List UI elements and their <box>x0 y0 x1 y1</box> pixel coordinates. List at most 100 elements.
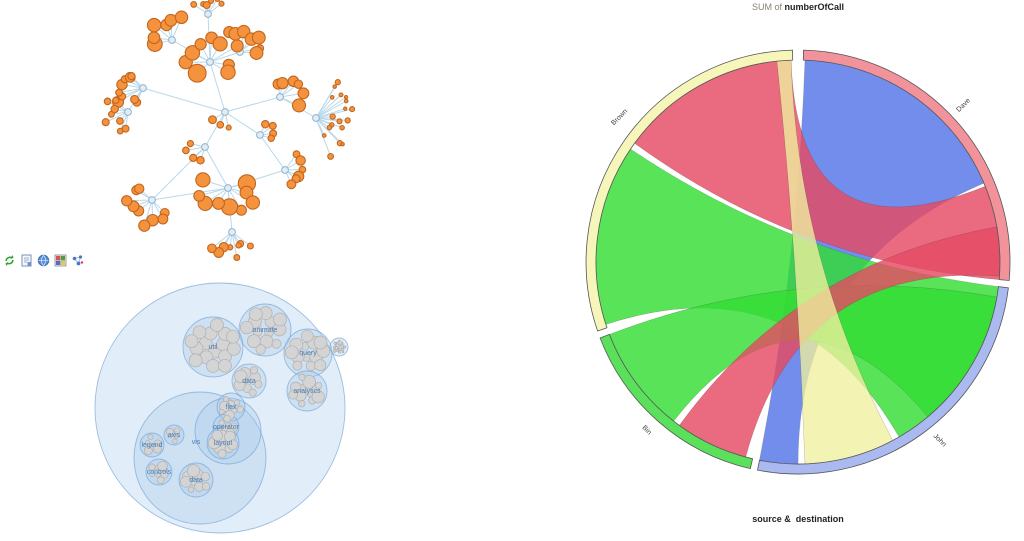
graph-leaf-node[interactable] <box>327 152 335 160</box>
graph-leaf-node[interactable] <box>230 39 244 53</box>
packing-leaf[interactable] <box>271 338 282 349</box>
packing-leaf[interactable] <box>305 360 317 372</box>
graph-leaf-node[interactable] <box>116 117 124 125</box>
graph-hub-node[interactable] <box>224 184 232 192</box>
packing-leaf[interactable] <box>298 373 306 381</box>
graph-leaf-node[interactable] <box>112 96 120 104</box>
packing-leaf[interactable] <box>218 419 225 426</box>
graph-hub-node[interactable] <box>221 108 229 116</box>
chord-arc-Brown[interactable] <box>585 49 794 332</box>
packing-leaf[interactable] <box>301 329 314 343</box>
graph-leaf-node[interactable] <box>336 118 343 125</box>
graph-leaf-node[interactable] <box>344 117 351 124</box>
graph-leaf-node[interactable] <box>133 183 145 194</box>
packing-leaf[interactable] <box>173 433 179 439</box>
chord-diagram[interactable]: Brown Dave John Bin <box>585 49 1011 475</box>
packing-leaf[interactable] <box>340 341 344 345</box>
packing-leaf[interactable] <box>227 439 238 450</box>
packing-leaf[interactable] <box>210 318 224 332</box>
packing-leaf[interactable] <box>200 471 210 482</box>
packing-leaf[interactable] <box>184 334 199 349</box>
graph-leaf-node[interactable] <box>340 142 345 147</box>
packing-leaf[interactable] <box>145 440 151 446</box>
graph-leaf-node[interactable] <box>326 124 333 131</box>
packing-leaf[interactable] <box>292 360 303 371</box>
packing-leaf[interactable] <box>255 344 266 355</box>
chart-grid-icon[interactable] <box>54 254 67 267</box>
graph-leaf-node[interactable] <box>121 195 133 207</box>
packing-leaf[interactable] <box>333 341 337 345</box>
graph-leaf-node[interactable] <box>196 156 205 165</box>
graph-leaf-node[interactable] <box>202 0 211 10</box>
graph-hub-node[interactable] <box>312 114 320 122</box>
packing-leaf[interactable] <box>343 345 347 349</box>
packing-leaf[interactable] <box>254 380 263 389</box>
graph-leaf-node[interactable] <box>193 189 206 202</box>
packing-leaf[interactable] <box>211 429 223 442</box>
packing-leaf[interactable] <box>218 358 232 373</box>
packing-leaf[interactable] <box>172 438 178 444</box>
packing-leaf[interactable] <box>338 343 341 347</box>
graph-leaf-node[interactable] <box>103 97 112 106</box>
packing-leaf[interactable] <box>160 470 169 479</box>
packing-leaf[interactable] <box>273 312 287 327</box>
graph-leaf-node[interactable] <box>130 94 140 104</box>
packing-leaf[interactable] <box>332 346 337 350</box>
graph-leaf-node[interactable] <box>207 243 217 254</box>
graph-leaf-node[interactable] <box>268 121 277 130</box>
graph-leaf-node[interactable] <box>218 0 225 7</box>
graph-leaf-node[interactable] <box>212 36 228 52</box>
packing-leaf[interactable] <box>143 446 153 456</box>
graph-leaf-node[interactable] <box>332 84 337 89</box>
packing-leaf[interactable] <box>248 307 263 322</box>
packing-leaf[interactable] <box>298 400 306 408</box>
packing-leaf[interactable] <box>192 325 207 340</box>
graph-leaf-node[interactable] <box>146 17 162 33</box>
packing-leaf[interactable] <box>149 471 155 477</box>
graph-leaf-node[interactable] <box>286 179 297 190</box>
graph-leaf-node[interactable] <box>338 92 344 98</box>
graph-leaf-node[interactable] <box>212 196 225 210</box>
packing-leaf[interactable] <box>223 396 229 403</box>
graph-hub-node[interactable] <box>281 166 289 174</box>
packing-leaf[interactable] <box>336 341 340 345</box>
graph-leaf-node[interactable] <box>184 45 201 61</box>
packing-leaf[interactable] <box>173 427 181 435</box>
packing-leaf[interactable] <box>155 472 161 478</box>
graph-leaf-node[interactable] <box>110 104 119 114</box>
graph-leaf-node[interactable] <box>291 98 307 113</box>
packing-leaf[interactable] <box>338 347 342 352</box>
packing-leaf[interactable] <box>288 389 299 400</box>
packing-leaf[interactable] <box>157 476 165 484</box>
packing-leaf[interactable] <box>188 353 203 368</box>
globe-icon[interactable] <box>37 254 50 267</box>
graph-leaf-node[interactable] <box>216 120 225 129</box>
graph-leaf-node[interactable] <box>194 38 207 51</box>
packing-leaf[interactable] <box>311 390 325 404</box>
packing-leaf[interactable] <box>166 427 174 436</box>
packing-leaf[interactable] <box>234 369 248 383</box>
packing-leaf[interactable] <box>180 475 192 488</box>
packing-leaf[interactable] <box>201 482 211 491</box>
graph-leaf-node[interactable] <box>245 195 261 210</box>
graph-hub-node[interactable] <box>206 58 214 66</box>
graph-leaf-node[interactable] <box>147 31 161 45</box>
graph-leaf-node[interactable] <box>225 124 232 131</box>
packing-leaf[interactable] <box>157 460 168 472</box>
graph-leaf-node[interactable] <box>189 153 198 163</box>
graph-leaf-node[interactable] <box>233 254 241 261</box>
packing-leaf[interactable] <box>248 388 257 397</box>
graph-leaf-node[interactable] <box>190 0 198 8</box>
graph-leaf-node[interactable] <box>343 106 348 111</box>
packing-leaf[interactable] <box>217 449 227 459</box>
packing-leaf[interactable] <box>240 320 254 335</box>
graph-leaf-node[interactable] <box>267 134 275 142</box>
graph-leaf-node[interactable] <box>182 146 190 155</box>
graph-hub-node[interactable] <box>148 196 156 204</box>
packing-leaf[interactable] <box>336 346 340 349</box>
graph-leaf-node[interactable] <box>321 133 327 138</box>
graph-leaf-node[interactable] <box>214 0 221 3</box>
graph-leaf-node[interactable] <box>276 76 289 90</box>
packing-leaf[interactable] <box>314 381 323 390</box>
graph-hub-node[interactable] <box>228 228 236 236</box>
